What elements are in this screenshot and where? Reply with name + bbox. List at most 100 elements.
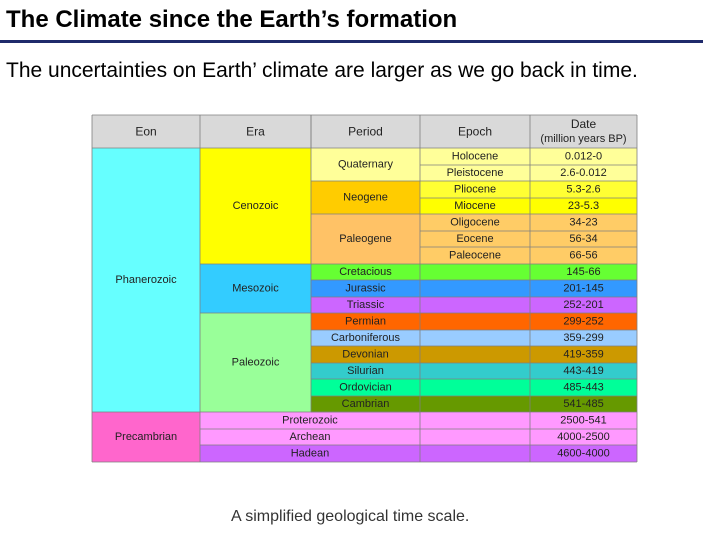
date-label: 443-419 bbox=[563, 365, 603, 377]
figure-caption: A simplified geological time scale. bbox=[231, 508, 470, 525]
period-label: Jurassic bbox=[345, 283, 386, 295]
date-cell bbox=[530, 181, 637, 198]
era-cell bbox=[200, 264, 311, 313]
era-cell bbox=[200, 313, 311, 412]
period-label: Quaternary bbox=[338, 159, 394, 171]
period-label: Cambrian bbox=[342, 398, 390, 410]
date-cell bbox=[530, 445, 637, 462]
date-label: 419-359 bbox=[563, 349, 603, 361]
epoch-cell bbox=[420, 247, 530, 264]
date-cell bbox=[530, 363, 637, 379]
period-label: Paleogene bbox=[339, 233, 392, 245]
period-label: Permian bbox=[345, 316, 386, 328]
date-cell bbox=[530, 396, 637, 412]
date-cell bbox=[530, 346, 637, 363]
period-cell bbox=[311, 346, 420, 363]
period-label: Silurian bbox=[347, 365, 384, 377]
period-label: Neogene bbox=[343, 192, 388, 204]
header-epoch: Epoch bbox=[458, 125, 492, 139]
era-label: Proterozoic bbox=[282, 415, 338, 427]
epoch-cell-empty bbox=[420, 363, 530, 379]
date-label: 145-66 bbox=[566, 266, 600, 278]
era-label: Mesozoic bbox=[232, 283, 279, 295]
period-cell bbox=[311, 330, 420, 346]
date-cell bbox=[530, 379, 637, 396]
epoch-label: Eocene bbox=[456, 233, 493, 245]
date-label: 2.6-0.012 bbox=[560, 167, 606, 179]
epoch-cell-empty bbox=[420, 445, 530, 462]
epoch-cell-empty bbox=[420, 412, 530, 429]
epoch-cell-empty bbox=[420, 429, 530, 445]
slide-title: The Climate since the Earth’s formation bbox=[6, 6, 458, 33]
period-cell bbox=[311, 181, 420, 214]
era-cell bbox=[200, 445, 420, 462]
epoch-cell-empty bbox=[420, 313, 530, 330]
epoch-cell bbox=[420, 214, 530, 231]
era-cell bbox=[200, 429, 420, 445]
table-header-row bbox=[92, 115, 637, 148]
header-era: Era bbox=[246, 125, 265, 139]
epoch-cell bbox=[420, 165, 530, 181]
date-label: 541-485 bbox=[563, 398, 603, 410]
epoch-label: Pleistocene bbox=[447, 167, 504, 179]
date-label: 4000-2500 bbox=[557, 431, 610, 443]
era-label: Cenozoic bbox=[233, 200, 279, 212]
date-label: 485-443 bbox=[563, 382, 603, 394]
era-cell bbox=[200, 412, 420, 429]
period-cell bbox=[311, 280, 420, 297]
epoch-cell-empty bbox=[420, 280, 530, 297]
date-label: 4600-4000 bbox=[557, 448, 610, 460]
date-label: 2500-541 bbox=[560, 415, 607, 427]
date-cell bbox=[530, 264, 637, 280]
epoch-label: Miocene bbox=[454, 200, 496, 212]
title-divider bbox=[0, 40, 703, 43]
period-label: Ordovician bbox=[339, 382, 392, 394]
date-cell bbox=[530, 313, 637, 330]
date-cell bbox=[530, 412, 637, 429]
era-label: Archean bbox=[290, 431, 331, 443]
date-label: 34-23 bbox=[569, 217, 597, 229]
date-label: 299-252 bbox=[563, 316, 603, 328]
date-label: 56-34 bbox=[569, 233, 597, 245]
epoch-label: Oligocene bbox=[450, 217, 500, 229]
date-label: 201-145 bbox=[563, 283, 603, 295]
era-cell bbox=[200, 148, 311, 264]
header-date-unit: (million years BP) bbox=[540, 133, 626, 145]
date-cell bbox=[530, 214, 637, 231]
epoch-cell-empty bbox=[420, 330, 530, 346]
date-label: 66-56 bbox=[569, 250, 597, 262]
era-label: Hadean bbox=[291, 448, 330, 460]
period-cell bbox=[311, 313, 420, 330]
period-cell bbox=[311, 396, 420, 412]
eon-label: Precambrian bbox=[115, 431, 177, 443]
period-label: Cretacious bbox=[339, 266, 392, 278]
date-label: 5.3-2.6 bbox=[566, 184, 600, 196]
date-cell bbox=[530, 198, 637, 214]
period-cell bbox=[311, 148, 420, 181]
date-cell bbox=[530, 330, 637, 346]
header-period: Period bbox=[348, 125, 383, 139]
epoch-label: Paleocene bbox=[449, 250, 501, 262]
date-cell bbox=[530, 148, 637, 165]
epoch-cell-empty bbox=[420, 297, 530, 313]
period-cell bbox=[311, 297, 420, 313]
date-cell bbox=[530, 429, 637, 445]
period-cell bbox=[311, 363, 420, 379]
epoch-label: Holocene bbox=[452, 151, 498, 163]
date-label: 23-5.3 bbox=[568, 200, 599, 212]
period-cell bbox=[311, 214, 420, 264]
epoch-cell bbox=[420, 231, 530, 247]
date-cell bbox=[530, 280, 637, 297]
date-cell bbox=[530, 247, 637, 264]
epoch-cell-empty bbox=[420, 346, 530, 363]
date-cell bbox=[530, 231, 637, 247]
period-cell bbox=[311, 379, 420, 396]
period-cell bbox=[311, 264, 420, 280]
period-label: Devonian bbox=[342, 349, 388, 361]
epoch-cell bbox=[420, 148, 530, 165]
date-label: 0.012-0 bbox=[565, 151, 602, 163]
eon-cell bbox=[92, 412, 200, 462]
date-label: 359-299 bbox=[563, 332, 603, 344]
slide-subtitle: The uncertainties on Earth’ climate are … bbox=[6, 59, 638, 82]
